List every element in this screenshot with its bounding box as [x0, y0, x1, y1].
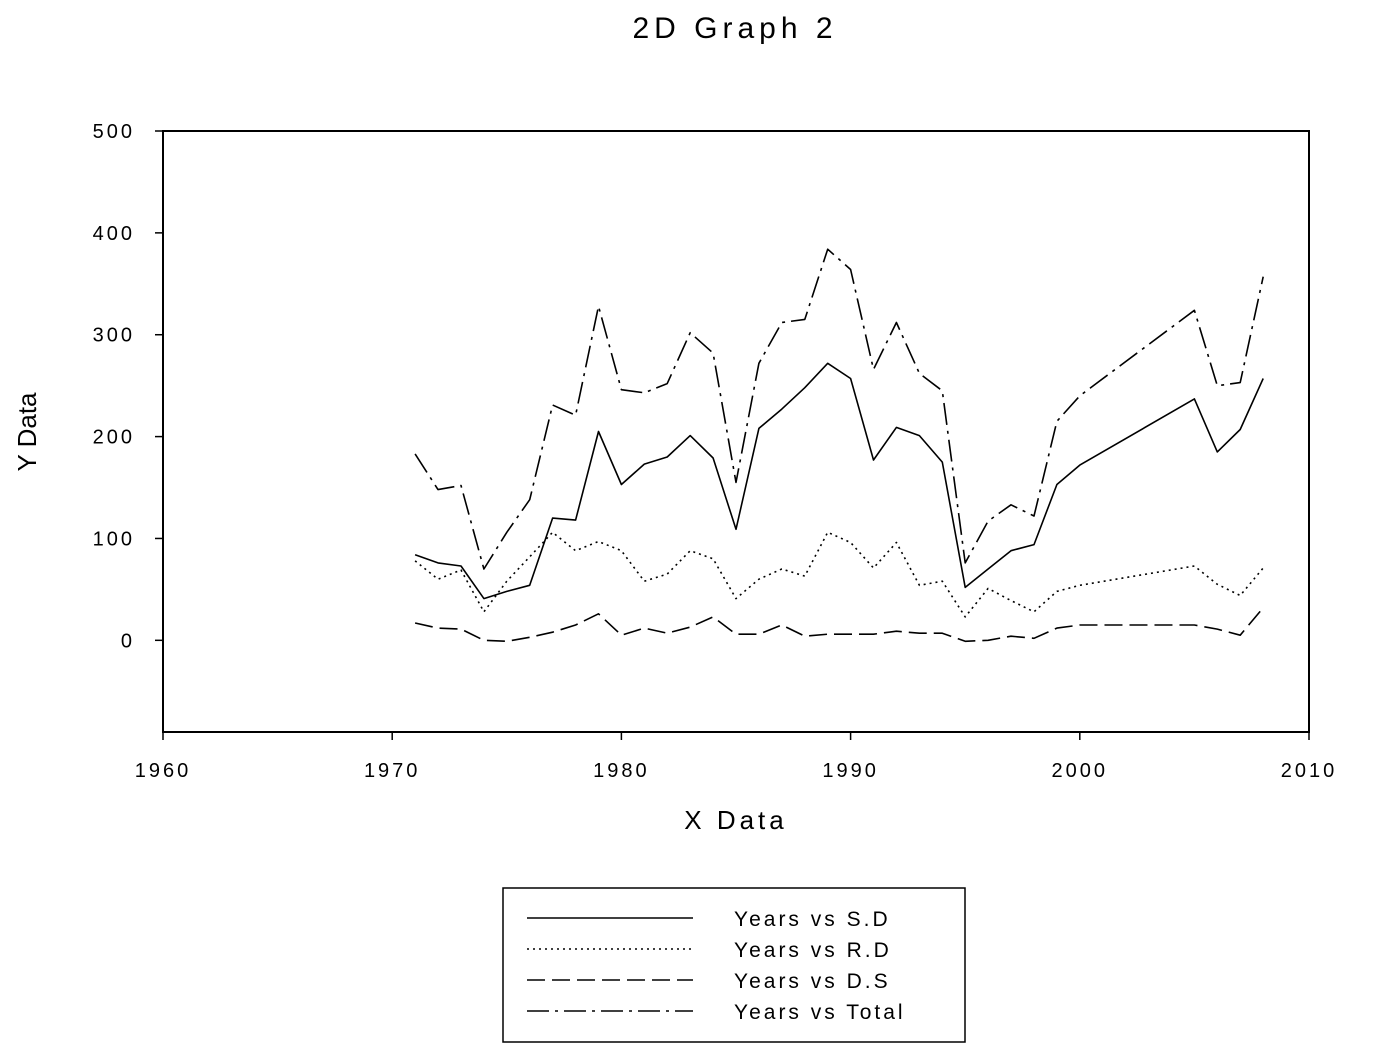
x-tick-label: 2010 — [1281, 760, 1338, 782]
x-tick-label: 1970 — [364, 760, 421, 782]
x-tick-label: 1990 — [822, 760, 879, 782]
y-axis-label: Y Data — [12, 392, 42, 472]
legend-label: Years vs D.S — [734, 970, 891, 993]
y-axis: 0 100 200 300 400 500 — [93, 121, 163, 652]
y-tick-label: 400 — [93, 223, 135, 245]
legend-label: Years vs S.D — [734, 908, 891, 931]
x-tick-label: 2000 — [1052, 760, 1109, 782]
series-lines — [414, 248, 1264, 643]
y-tick-label: 200 — [93, 427, 135, 449]
x-tick-label: 1960 — [135, 760, 192, 782]
legend-label: Years vs R.D — [734, 939, 892, 962]
x-axis: 1960 1970 1980 1990 2000 2010 — [135, 732, 1338, 782]
plot-area-frame — [162, 130, 1310, 733]
chart-title: 2D Graph 2 — [632, 12, 837, 45]
series-line-4 — [414, 248, 1264, 570]
y-tick-label: 100 — [93, 528, 135, 550]
legend-label: Years vs Total — [734, 1001, 906, 1024]
y-tick-label: 500 — [93, 121, 135, 143]
y-tick-label: 0 — [121, 630, 135, 652]
series-line-3 — [414, 607, 1264, 643]
x-axis-label: X Data — [684, 805, 788, 835]
x-tick-label: 1980 — [593, 760, 650, 782]
y-tick-label: 300 — [93, 325, 135, 347]
series-line-1 — [414, 362, 1264, 600]
legend-box — [502, 887, 966, 1043]
legend: Years vs S.D Years vs R.D Years vs D.S Year… — [502, 887, 966, 1043]
series-line-2 — [414, 531, 1264, 618]
